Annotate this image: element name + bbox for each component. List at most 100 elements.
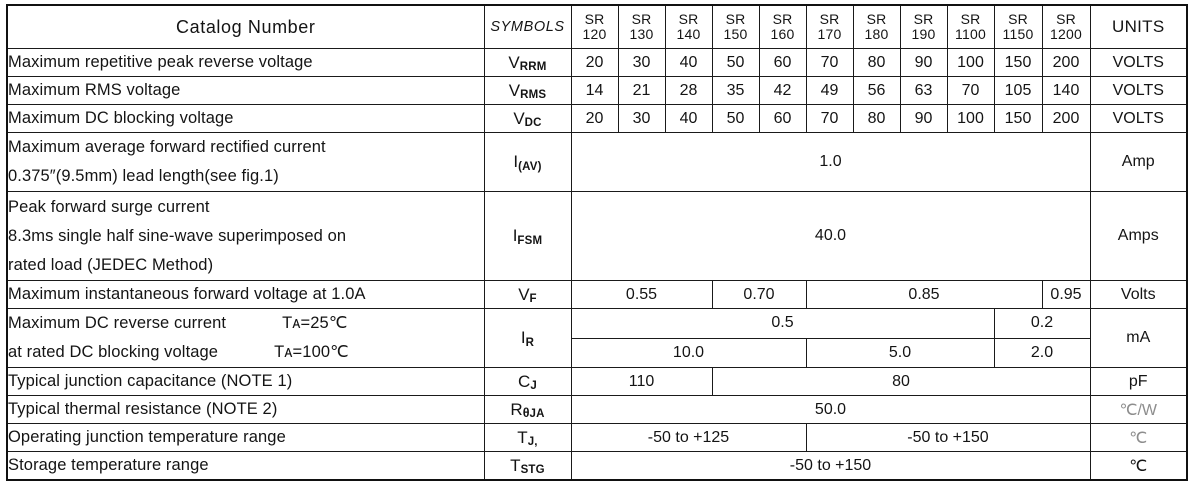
part-header-sr160: SR 160 xyxy=(758,4,807,49)
row-units: ℃ xyxy=(1089,423,1188,452)
table-row-vrms: Maximum RMS voltage VRMS 14 21 28 35 42 … xyxy=(6,76,1188,105)
part-number: 160 xyxy=(770,26,795,42)
description-condition: Tᴀ=100℃ xyxy=(274,343,349,361)
cell-value: 42 xyxy=(758,76,807,105)
part-number: 140 xyxy=(676,26,701,42)
table-row-cj: Typical junction capacitance (NOTE 1) CJ… xyxy=(6,367,1188,396)
row-units: ℃/W xyxy=(1089,395,1188,424)
part-prefix: SR xyxy=(631,11,652,27)
row-description: Maximum RMS voltage xyxy=(6,76,485,105)
row-description: Peak forward surge current 8.3ms single … xyxy=(6,191,485,281)
part-header-sr1100: SR 1100 xyxy=(946,4,995,49)
part-prefix: SR xyxy=(913,11,934,27)
row-symbol: VF xyxy=(483,280,572,309)
symbols-header: SYMBOLS xyxy=(483,4,572,49)
description-text: at rated DC blocking voltage xyxy=(8,343,219,361)
grouped-cell-value: 110 xyxy=(570,367,713,396)
merged-cell-value: 40.0 xyxy=(570,191,1091,281)
part-number: 1200 xyxy=(1050,26,1082,42)
row-units: VOLTS xyxy=(1089,104,1188,133)
part-number: 180 xyxy=(864,26,889,42)
part-header-sr120: SR 120 xyxy=(570,4,619,49)
cell-value: 100 xyxy=(946,48,995,77)
row-symbol: RθJA xyxy=(483,395,572,424)
table-header-row: Catalog Number SYMBOLS SR 120 SR 130 SR … xyxy=(6,4,1188,49)
description-line: Peak forward surge current xyxy=(8,197,210,216)
cell-value: 30 xyxy=(617,104,666,133)
cell-value: 70 xyxy=(805,48,854,77)
row-units: pF xyxy=(1089,367,1188,396)
part-prefix: SR xyxy=(819,11,840,27)
cell-value: 60 xyxy=(758,104,807,133)
cell-value: 14 xyxy=(570,76,619,105)
part-header-sr1150: SR 1150 xyxy=(993,4,1043,49)
cell-value: 200 xyxy=(1041,104,1091,133)
cell-value: 80 xyxy=(852,104,901,133)
grouped-cell-value: 80 xyxy=(711,367,1091,396)
description-line: at rated DC blocking voltage Tᴀ=100℃ xyxy=(8,338,484,367)
cell-value: 35 xyxy=(711,76,760,105)
cell-value: 21 xyxy=(617,76,666,105)
row-symbol: IFSM xyxy=(483,191,572,281)
row-units: Amp xyxy=(1089,132,1188,192)
row-symbol: VRMS xyxy=(483,76,572,105)
part-number: 170 xyxy=(817,26,842,42)
cell-value: 90 xyxy=(899,104,948,133)
table-row-vrrm: Maximum repetitive peak reverse voltage … xyxy=(6,48,1188,77)
table-row-tj: Operating junction temperature range TJ,… xyxy=(6,423,1188,452)
table-row-ir-line2: 10.0 5.0 2.0 xyxy=(7,337,1187,368)
row-symbol: TSTG xyxy=(483,451,572,481)
row-units: ℃ xyxy=(1089,451,1188,481)
cell-value: 50 xyxy=(711,48,760,77)
grouped-cell-value: 0.5 xyxy=(570,308,995,339)
cell-value: 40 xyxy=(664,104,713,133)
description-text: Maximum DC reverse current xyxy=(8,314,227,332)
cell-value: 100 xyxy=(946,104,995,133)
merged-cell-value: -50 to +150 xyxy=(570,451,1091,481)
grouped-cell-value: 10.0 xyxy=(570,337,807,368)
row-symbol: VDC xyxy=(483,104,572,133)
row-units: Volts xyxy=(1089,280,1188,309)
part-header-sr1200: SR 1200 xyxy=(1041,4,1091,49)
cell-value: 28 xyxy=(664,76,713,105)
cell-value: 200 xyxy=(1041,48,1091,77)
row-symbol: I(AV) xyxy=(483,132,572,192)
cell-value: 140 xyxy=(1041,76,1091,105)
part-prefix: SR xyxy=(772,11,793,27)
row-units: Amps xyxy=(1089,191,1188,281)
cell-value: 20 xyxy=(570,104,619,133)
cell-value: 63 xyxy=(899,76,948,105)
part-header-sr190: SR 190 xyxy=(899,4,948,49)
grouped-cell-value: -50 to +125 xyxy=(570,423,807,452)
part-number: 120 xyxy=(582,26,607,42)
cell-value: 150 xyxy=(993,104,1043,133)
part-number: 190 xyxy=(911,26,936,42)
cell-value: 70 xyxy=(805,104,854,133)
cell-value: 90 xyxy=(899,48,948,77)
part-number: 1150 xyxy=(1002,26,1034,42)
cell-value: 105 xyxy=(993,76,1043,105)
part-number: 150 xyxy=(723,26,748,42)
grouped-cell-value: 0.2 xyxy=(993,308,1091,339)
part-prefix: SR xyxy=(1008,11,1028,27)
row-units: mA xyxy=(1089,308,1188,368)
grouped-cell-value: 0.55 xyxy=(570,280,713,309)
catalog-number-label: Catalog Number xyxy=(176,16,316,37)
description-line: 0.375″(9.5mm) lead length(see fig.1) xyxy=(8,167,279,185)
part-number: 1100 xyxy=(955,26,986,42)
units-header: UNITS xyxy=(1089,4,1188,49)
table-row-ir-line1: Maximum DC reverse current Tᴀ=25℃ at rate… xyxy=(6,308,1188,368)
grouped-cell-value: -50 to +150 xyxy=(805,423,1091,452)
cell-value: 50 xyxy=(711,104,760,133)
part-prefix: SR xyxy=(1056,11,1076,27)
description-line: 8.3ms single half sine-wave superimposed… xyxy=(8,226,347,245)
row-symbol: VRRM xyxy=(483,48,572,77)
cell-value: 56 xyxy=(852,76,901,105)
part-prefix: SR xyxy=(960,11,981,27)
part-header-sr170: SR 170 xyxy=(805,4,854,49)
row-symbol: IR xyxy=(483,308,572,368)
cell-value: 40 xyxy=(664,48,713,77)
cell-value: 80 xyxy=(852,48,901,77)
cell-value: 49 xyxy=(805,76,854,105)
grouped-cell-value: 2.0 xyxy=(993,337,1091,368)
